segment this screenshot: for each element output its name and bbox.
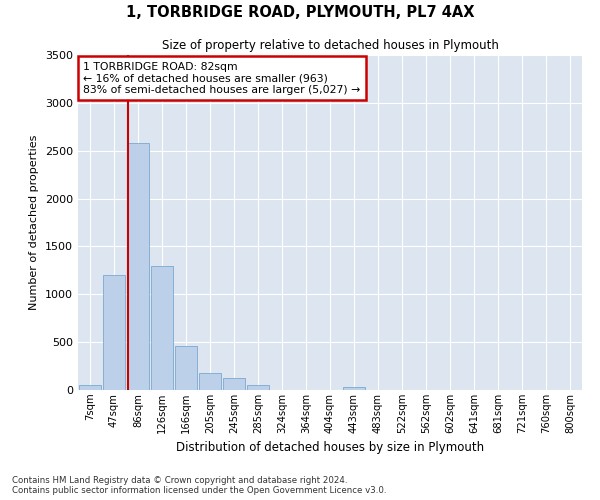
Bar <box>127 143 149 390</box>
Bar <box>103 275 125 390</box>
Text: Contains HM Land Registry data © Crown copyright and database right 2024.
Contai: Contains HM Land Registry data © Crown c… <box>12 476 386 495</box>
Bar <box>79 385 101 390</box>
Text: 1 TORBRIDGE ROAD: 82sqm
← 16% of detached houses are smaller (963)
83% of semi-d: 1 TORBRIDGE ROAD: 82sqm ← 16% of detache… <box>83 62 360 95</box>
Bar <box>175 346 197 390</box>
Bar <box>343 387 365 390</box>
Y-axis label: Number of detached properties: Number of detached properties <box>29 135 40 310</box>
Text: 1, TORBRIDGE ROAD, PLYMOUTH, PL7 4AX: 1, TORBRIDGE ROAD, PLYMOUTH, PL7 4AX <box>126 5 474 20</box>
Title: Size of property relative to detached houses in Plymouth: Size of property relative to detached ho… <box>161 40 499 52</box>
Bar <box>247 385 269 390</box>
X-axis label: Distribution of detached houses by size in Plymouth: Distribution of detached houses by size … <box>176 442 484 454</box>
Bar <box>199 373 221 390</box>
Bar <box>223 378 245 390</box>
Bar <box>151 266 173 390</box>
